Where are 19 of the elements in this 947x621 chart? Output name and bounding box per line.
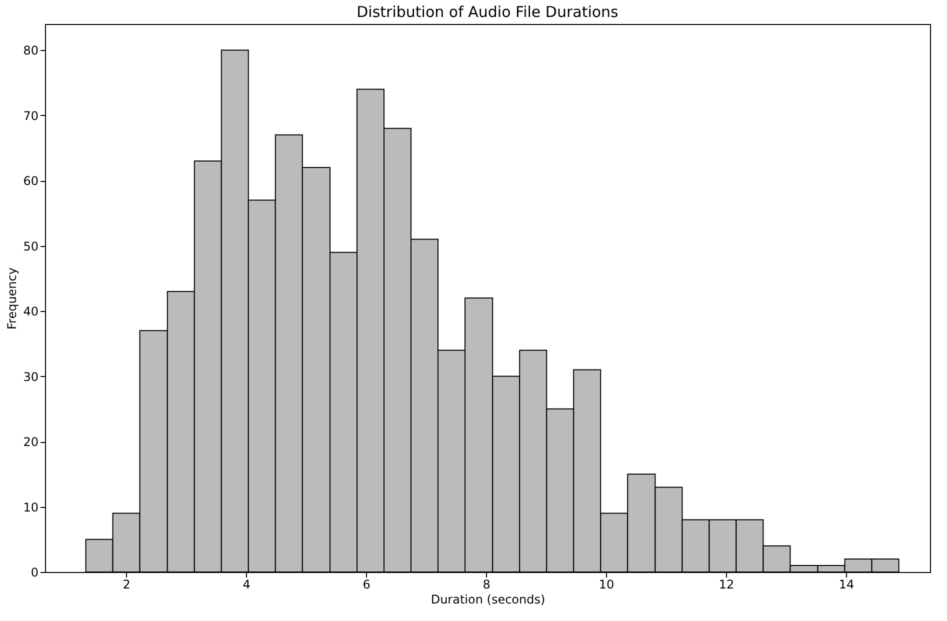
y-tick-label: 30 (23, 370, 38, 384)
x-tick-label: 4 (242, 578, 250, 592)
x-tick-label: 8 (482, 578, 490, 592)
x-tick-label: 6 (362, 578, 370, 592)
y-axis-title: Frequency (5, 268, 20, 330)
x-tick-label: 2 (122, 578, 130, 592)
x-tick-label: 14 (838, 578, 854, 592)
x-tick-label: 10 (598, 578, 614, 592)
y-tick-label: 40 (23, 304, 38, 319)
y-tick-label: 50 (23, 239, 38, 254)
y-tick-label: 10 (23, 500, 38, 514)
y-tick-label: 20 (23, 435, 38, 450)
y-tick-label: 0 (30, 566, 38, 580)
y-tick-label: 60 (23, 174, 38, 188)
x-tick-label: 12 (718, 578, 734, 592)
chart-title: Distribution of Audio File Durations (356, 3, 619, 21)
x-axis-title: Duration (seconds) (430, 592, 546, 606)
y-tick-label: 80 (23, 44, 38, 58)
y-tick-label: 70 (23, 108, 38, 123)
